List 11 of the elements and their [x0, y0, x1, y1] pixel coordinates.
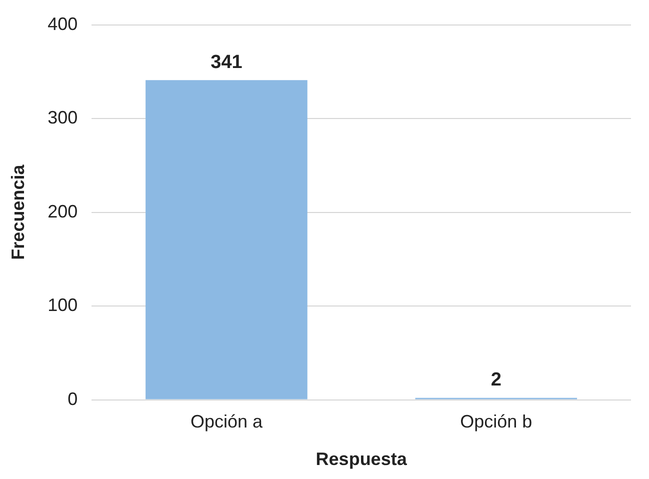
- y-tick-label: 400: [48, 14, 78, 34]
- data-label: 2: [490, 370, 502, 391]
- x-tick-label: Opción b: [460, 412, 532, 432]
- y-axis-title: Frecuencia: [8, 164, 28, 260]
- data-label: 341: [210, 52, 243, 73]
- y-tick-label: 200: [48, 201, 78, 222]
- x-tick-label: Opción a: [190, 412, 264, 432]
- x-axis-title: Respuesta: [316, 449, 408, 470]
- y-tick-label: 300: [48, 108, 78, 128]
- y-tick-label: 100: [48, 295, 78, 316]
- y-tick-label: 0: [68, 388, 78, 409]
